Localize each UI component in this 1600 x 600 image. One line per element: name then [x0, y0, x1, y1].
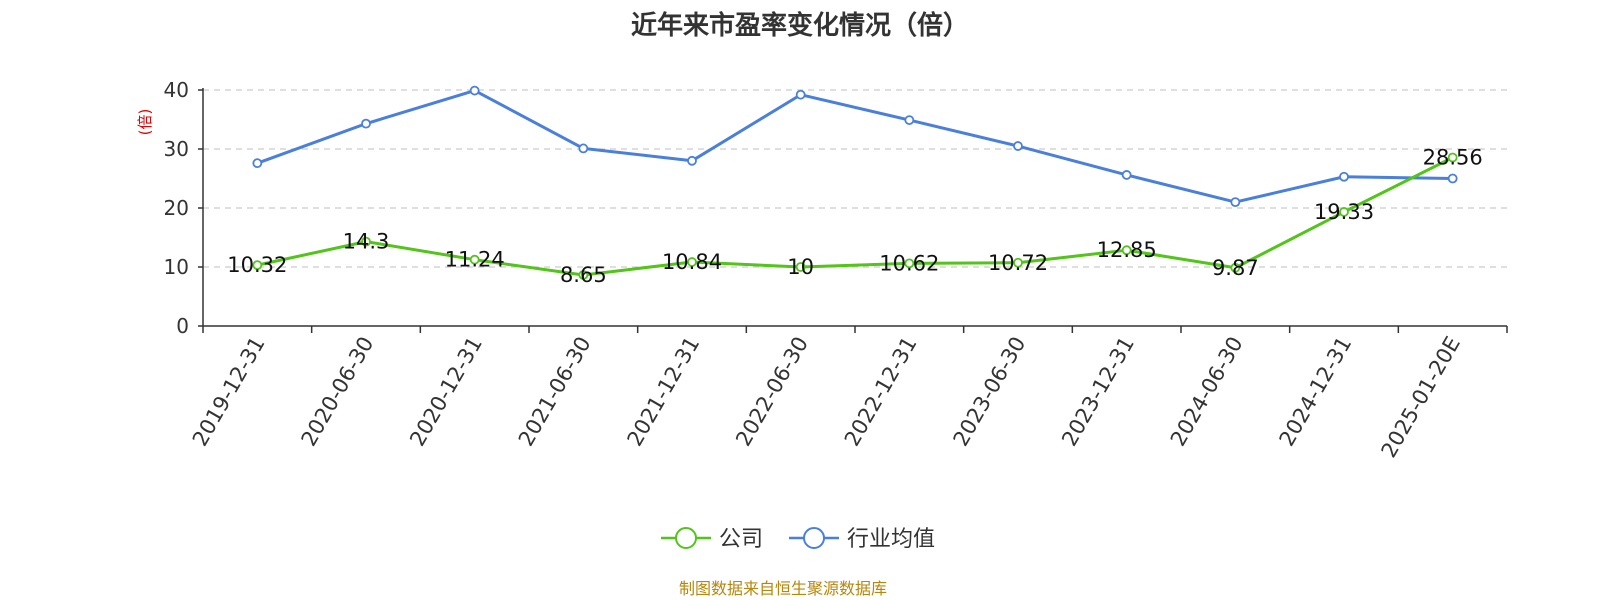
x-tick-label: 2022-06-30: [731, 333, 813, 451]
series-line-1: [256, 89, 1453, 204]
y-tick-labels: 0 10 20 30 40: [164, 78, 203, 338]
data-labels: 10.32 14.3 11.24 8.65 10.84 10 10.62 10.72 12.85…: [227, 145, 1482, 286]
x-tick-label: 2019-12-31: [188, 333, 270, 451]
data-label: 14.3: [343, 230, 390, 254]
data-point[interactable]: [1230, 197, 1241, 208]
data-point[interactable]: [1339, 207, 1349, 217]
data-point[interactable]: [1339, 171, 1349, 182]
x-tick-label: 2024-12-31: [1275, 333, 1357, 451]
data-label: 10.72: [988, 251, 1048, 275]
y-tick-label: 0: [176, 314, 189, 338]
x-tick-label: 2023-06-30: [949, 333, 1031, 451]
data-point[interactable]: [1447, 173, 1458, 184]
data-point[interactable]: [469, 254, 480, 265]
data-label: 11.24: [445, 248, 505, 272]
data-source-note: 制图数据来自恒生聚源数据库: [679, 579, 887, 598]
data-label: 10.84: [662, 250, 722, 274]
data-point[interactable]: [1230, 262, 1241, 273]
data-point[interactable]: [252, 158, 263, 169]
y-tick-label: 20: [164, 196, 189, 220]
y-tick-label: 30: [164, 137, 189, 161]
data-label: 9.87: [1212, 256, 1259, 280]
legend-marker: [803, 527, 825, 549]
series-lines: [252, 85, 1458, 280]
legend-label: 公司: [719, 527, 763, 552]
data-point[interactable]: [1447, 152, 1458, 163]
data-point[interactable]: [795, 89, 806, 100]
legend-item-1[interactable]: 行业均值: [789, 527, 935, 552]
data-point[interactable]: [361, 236, 371, 247]
y-tick-label: 10: [164, 255, 189, 279]
legend-marker: [675, 527, 697, 549]
data-point[interactable]: [795, 262, 806, 272]
data-point[interactable]: [687, 257, 697, 267]
x-tick-label: 2020-06-30: [297, 333, 379, 451]
x-tick-labels: 2019-12-31 2020-06-30 2020-12-31 2021-06-30…: [188, 326, 1508, 462]
data-label: 10.62: [879, 251, 939, 275]
x-tick-label: 2020-12-31: [405, 332, 487, 450]
data-label: 10.32: [227, 253, 287, 277]
data-point[interactable]: [1013, 141, 1023, 151]
data-point[interactable]: [904, 258, 915, 269]
data-label: 8.65: [560, 263, 607, 287]
data-point[interactable]: [361, 118, 371, 129]
data-point[interactable]: [904, 115, 915, 125]
legend-item-0[interactable]: 公司: [661, 527, 763, 552]
data-point[interactable]: [687, 155, 697, 166]
data-label: 12.85: [1097, 238, 1157, 262]
y-tick-label: 40: [164, 78, 189, 102]
data-point[interactable]: [1121, 170, 1132, 180]
x-tick-label: 2025-01-20E: [1377, 333, 1465, 462]
data-label: 19.33: [1314, 200, 1374, 224]
data-point[interactable]: [578, 143, 589, 154]
x-tick-label: 2021-12-31: [623, 333, 705, 451]
data-point[interactable]: [1013, 257, 1023, 268]
data-point[interactable]: [578, 270, 589, 280]
data-point[interactable]: [1121, 245, 1132, 256]
x-tick-label: 2022-12-31: [840, 332, 922, 450]
grid-lines: [203, 89, 1507, 268]
data-label: 10: [787, 255, 814, 279]
data-point[interactable]: [469, 85, 480, 96]
x-tick-label: 2021-06-30: [514, 333, 596, 451]
data-label: 28.56: [1423, 145, 1483, 169]
series-line-0: [257, 156, 1454, 277]
y-axis-label: (倍): [136, 109, 154, 136]
x-tick-label: 2023-12-31: [1057, 333, 1139, 451]
chart-title: 近年来市盈率变化情况（倍）: [631, 10, 969, 41]
data-point[interactable]: [252, 260, 263, 271]
legend-label: 行业均值: [847, 527, 935, 552]
x-tick-label: 2024-06-30: [1166, 333, 1248, 451]
axes: [202, 88, 1507, 327]
legend[interactable]: 公司 行业均值: [661, 527, 935, 552]
